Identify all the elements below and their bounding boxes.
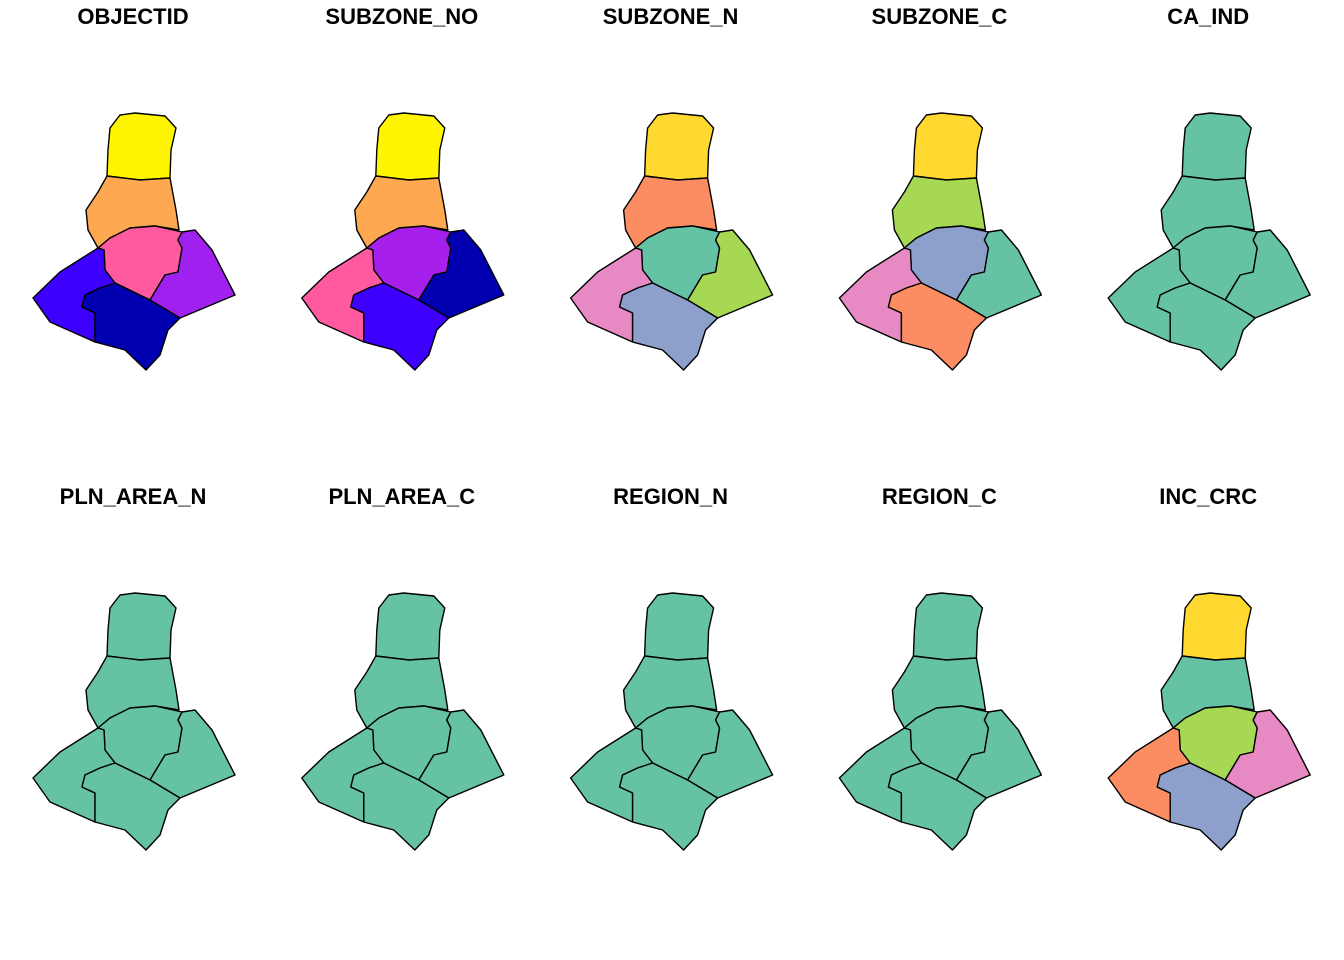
panel-title: SUBZONE_N [603, 4, 739, 29]
subzone-polygon [1181, 112, 1252, 181]
map-panel: SUBZONE_C [838, 4, 1043, 371]
panel-title: PLN_AREA_N [60, 484, 207, 509]
map-panel: PLN_AREA_C [301, 484, 505, 851]
subzone-polygon [375, 592, 446, 661]
panel-title: CA_IND [1167, 4, 1249, 29]
subzone-polygon [618, 762, 719, 851]
subzone-polygon [887, 282, 988, 371]
panel-title: SUBZONE_C [872, 4, 1008, 29]
map-panel: OBJECTID [32, 4, 236, 371]
subzone-polygon [912, 112, 984, 181]
subzone-polygon [350, 282, 450, 371]
subzone-polygon [643, 592, 715, 661]
panel-title: REGION_C [882, 484, 997, 509]
subzone-polygon [1156, 762, 1256, 851]
map-panel: INC_CRC [1107, 484, 1311, 851]
subzone-polygon [1181, 592, 1252, 661]
subzone-polygon [912, 592, 984, 661]
subzone-polygon [1156, 282, 1256, 371]
subzone-polygon [618, 282, 719, 371]
subzone-polygon [106, 592, 177, 661]
subzone-polygon [81, 762, 181, 851]
map-panel: CA_IND [1107, 4, 1311, 371]
map-panel: REGION_N [569, 484, 774, 851]
subzone-polygon [81, 282, 181, 371]
subzone-polygon [375, 112, 446, 181]
panel-title: PLN_AREA_C [328, 484, 475, 509]
subzone-polygon [106, 112, 177, 181]
panel-title: REGION_N [613, 484, 728, 509]
map-panel: SUBZONE_N [569, 4, 774, 371]
subzone-polygon [350, 762, 450, 851]
panel-title: OBJECTID [77, 4, 188, 29]
map-panel: REGION_C [838, 484, 1043, 851]
subzone-polygon [643, 112, 715, 181]
map-panel: SUBZONE_NO [301, 4, 505, 371]
panel-title: INC_CRC [1159, 484, 1257, 509]
panel-title: SUBZONE_NO [325, 4, 478, 29]
subzone-polygon [887, 762, 988, 851]
map-panel: PLN_AREA_N [32, 484, 236, 851]
